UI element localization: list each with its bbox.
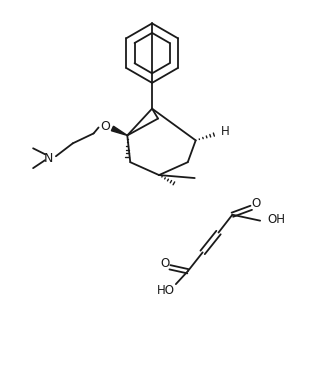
Text: HO: HO — [157, 284, 175, 296]
Text: N: N — [43, 152, 53, 165]
Text: O: O — [160, 257, 170, 270]
Polygon shape — [111, 126, 127, 135]
Text: OH: OH — [267, 213, 285, 226]
Text: O: O — [100, 120, 110, 133]
Text: O: O — [251, 197, 261, 210]
Text: H: H — [221, 125, 230, 138]
